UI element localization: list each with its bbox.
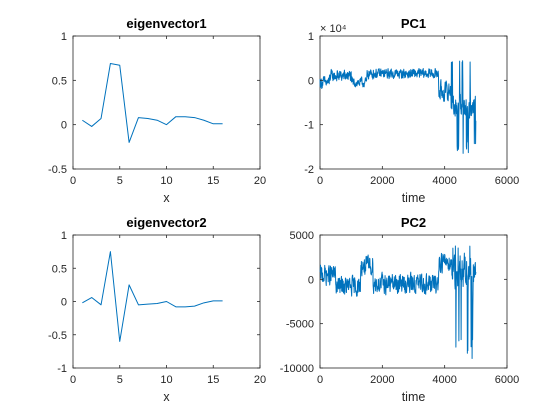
y-tick-label: 0 (308, 274, 314, 286)
subplot-2: 0 2000 4000 6000 -2 -1 0 1 PC1 time × 10⁴ (304, 16, 519, 205)
x-tick-label: 0 (70, 175, 76, 187)
x-tick-label: 5 (117, 374, 123, 386)
y-tick-label: -1 (304, 120, 314, 132)
x-tick-label: 10 (160, 374, 172, 386)
y-tick-label: 0 (61, 120, 67, 132)
x-tick-label: 2000 (370, 374, 394, 386)
chart-title: eigenvector2 (126, 215, 206, 230)
y-tick-label: -5000 (286, 319, 314, 331)
y-tick-label: 1 (61, 31, 67, 43)
x-tick-label: 5 (117, 175, 123, 187)
subplot-4: 0 2000 4000 6000 -10000 -5000 0 5000 PC2 time (280, 215, 520, 404)
series-line (319, 60, 477, 154)
x-tick-label: 15 (207, 374, 219, 386)
y-tick-label: 0 (308, 75, 314, 87)
y-tick-label: -1 (57, 363, 67, 375)
y-scale-exponent: × 10⁴ (320, 23, 347, 35)
series-line (319, 245, 477, 359)
y-tick-label: 0 (61, 297, 67, 309)
y-tick-label: 1 (61, 230, 67, 242)
plot-area (319, 234, 508, 369)
x-tick-label: 15 (207, 175, 219, 187)
y-tick-label: 0.5 (52, 75, 67, 87)
y-tick-label: 5000 (290, 230, 314, 242)
x-tick-label: 10 (160, 175, 172, 187)
y-tick-label: -10000 (280, 363, 314, 375)
series-line (82, 251, 223, 342)
x-axis-label: x (163, 191, 170, 205)
chart-title: PC2 (401, 215, 426, 230)
x-tick-label: 20 (254, 175, 266, 187)
subplot-3: 0 5 10 15 20 -1 -0.5 0 0.5 1 eigenvector2 x (48, 215, 266, 404)
x-tick-label: 0 (317, 374, 323, 386)
x-axis-label: time (402, 191, 426, 205)
x-axis-label: time (402, 390, 426, 404)
series-line (82, 62, 223, 143)
x-tick-label: 6000 (495, 374, 519, 386)
y-tick-label: -0.5 (48, 330, 67, 342)
y-tick-label: -2 (304, 164, 314, 176)
plot-area (319, 35, 508, 170)
x-tick-label: 2000 (370, 175, 394, 187)
plot-area (72, 35, 261, 170)
x-tick-label: 0 (317, 175, 323, 187)
x-tick-label: 4000 (432, 374, 456, 386)
y-tick-label: 0.5 (52, 263, 67, 275)
chart-title: PC1 (401, 16, 426, 31)
x-tick-label: 0 (70, 374, 76, 386)
x-axis-label: x (163, 390, 170, 404)
y-tick-label: -0.5 (48, 164, 67, 176)
x-tick-label: 20 (254, 374, 266, 386)
x-tick-label: 6000 (495, 175, 519, 187)
y-tick-label: 1 (308, 31, 314, 43)
x-tick-label: 4000 (432, 175, 456, 187)
chart-title: eigenvector1 (126, 16, 206, 31)
